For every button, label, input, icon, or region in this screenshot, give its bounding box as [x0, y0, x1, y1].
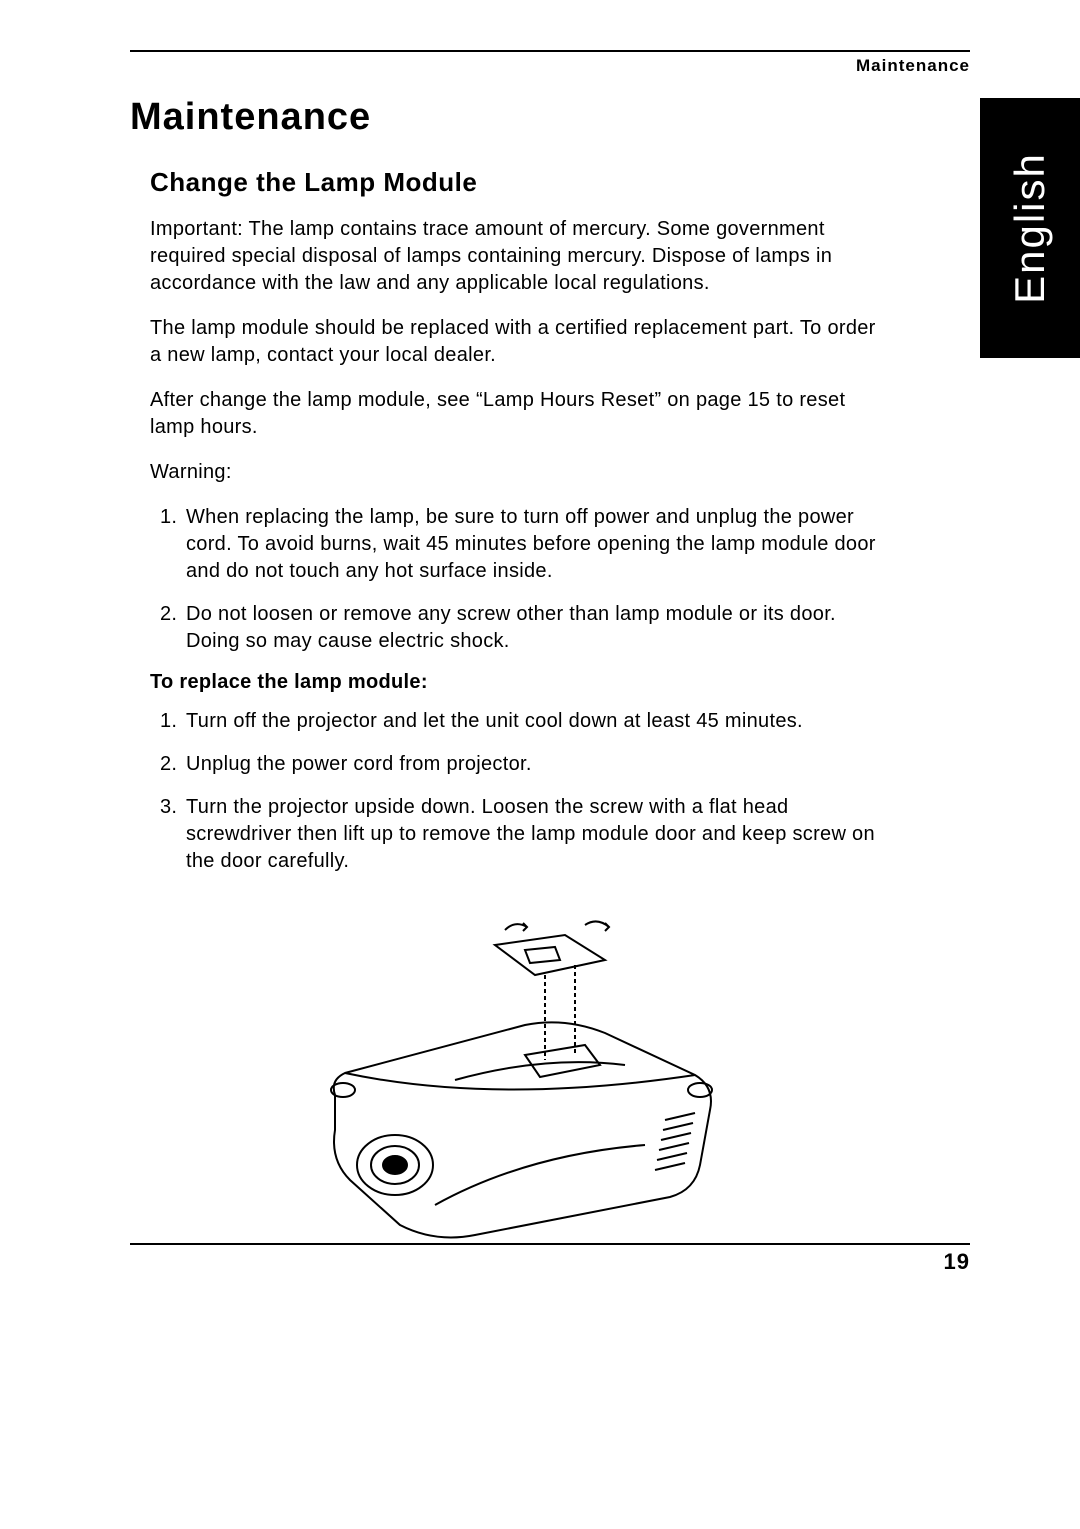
paragraph-replace: The lamp module should be replaced with …: [150, 315, 880, 369]
page-title: Maintenance: [130, 96, 970, 139]
steps-subheading: To replace the lamp module:: [150, 671, 880, 694]
projector-illustration-icon: [265, 905, 765, 1255]
steps-list: 1. Turn off the projector and let the un…: [160, 708, 880, 875]
step-item: 3. Turn the projector upside down. Loose…: [160, 794, 880, 875]
list-number: 3.: [160, 794, 177, 821]
paragraph-important: Important: The lamp contains trace amoun…: [150, 216, 880, 297]
projector-figure: [150, 905, 880, 1255]
step-text: Turn the projector upside down. Loosen t…: [186, 796, 875, 872]
warning-text: Do not loosen or remove any screw other …: [186, 603, 836, 652]
list-number: 1.: [160, 504, 177, 531]
step-item: 2. Unplug the power cord from projector.: [160, 751, 880, 778]
warning-list: 1. When replacing the lamp, be sure to t…: [160, 504, 880, 655]
paragraph-warning-label: Warning:: [150, 459, 880, 486]
header-section-label: Maintenance: [130, 56, 970, 76]
step-item: 1. Turn off the projector and let the un…: [160, 708, 880, 735]
section-subtitle: Change the Lamp Module: [150, 167, 880, 198]
page-number: 19: [944, 1249, 970, 1275]
footer-rule: [130, 1243, 970, 1245]
step-text: Unplug the power cord from projector.: [186, 753, 532, 775]
paragraph-after-change: After change the lamp module, see “Lamp …: [150, 387, 880, 441]
warning-item: 1. When replacing the lamp, be sure to t…: [160, 504, 880, 585]
language-tab: English: [980, 98, 1080, 358]
header-rule: [130, 50, 970, 52]
language-tab-text: English: [1006, 152, 1054, 304]
warning-item: 2. Do not loosen or remove any screw oth…: [160, 601, 880, 655]
list-number: 2.: [160, 751, 177, 778]
warning-text: When replacing the lamp, be sure to turn…: [186, 506, 876, 582]
list-number: 2.: [160, 601, 177, 628]
list-number: 1.: [160, 708, 177, 735]
step-text: Turn off the projector and let the unit …: [186, 710, 803, 732]
